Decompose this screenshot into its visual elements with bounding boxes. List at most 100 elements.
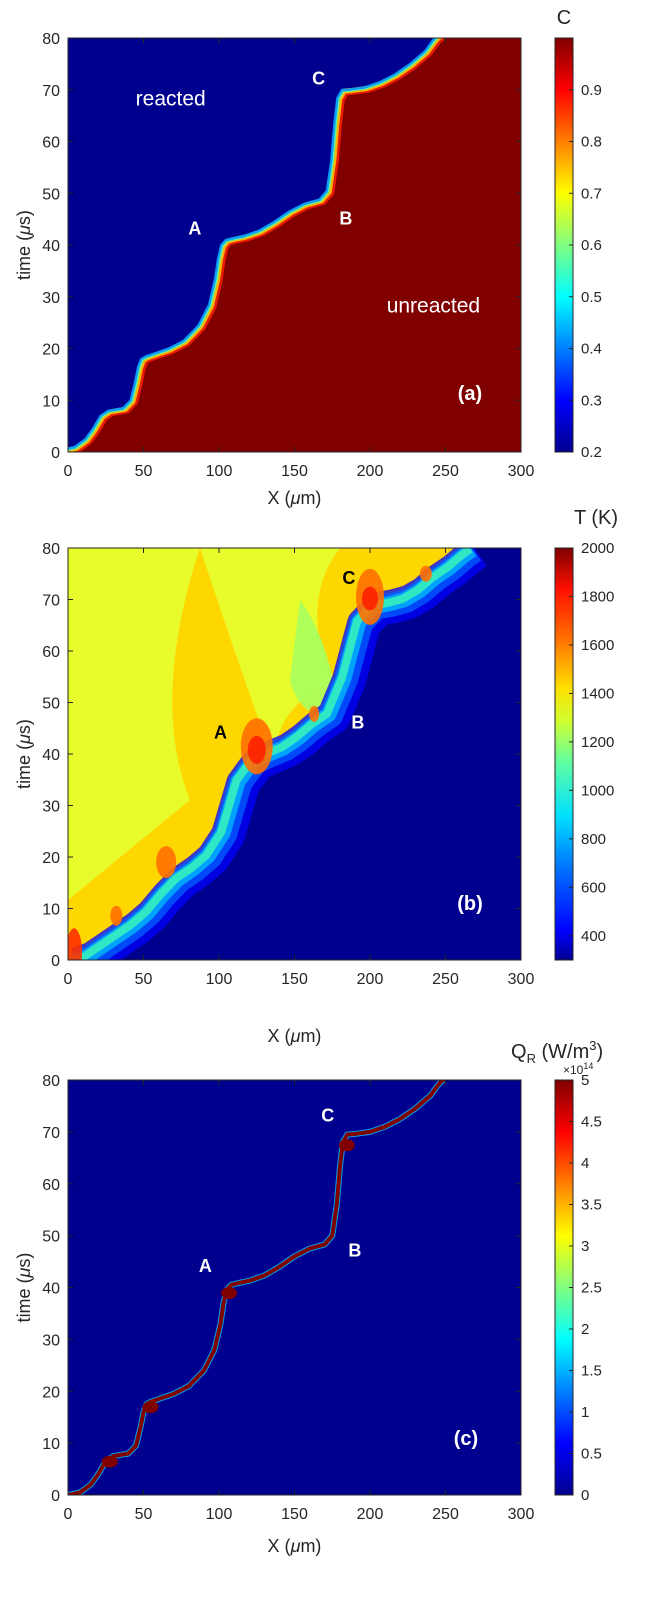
y-tick-label: 50 (42, 696, 60, 713)
x-tick-label: 50 (135, 971, 153, 988)
x-tick-label: 100 (206, 971, 233, 988)
y-tick-label: 70 (42, 83, 60, 100)
x-tick-label: 0 (64, 1506, 73, 1523)
y-tick-label: 10 (42, 393, 60, 410)
hot-blob-2 (101, 1455, 118, 1468)
panel-b: 0 50 100 150 200 250 300 0 10 20 30 40 50 60 70 80 X (μm… (14, 507, 618, 1046)
y-tick-label: 80 (42, 1073, 60, 1090)
y-tick-label: 40 (42, 1281, 60, 1298)
x-tick-label: 300 (508, 971, 535, 988)
y-tick-label: 50 (42, 186, 60, 203)
colorbar-tick-label: 600 (581, 879, 606, 896)
colorbar-tick-label: 400 (581, 928, 606, 945)
x-axis-label: X (μm) (268, 1026, 322, 1046)
annotation-A: A (188, 219, 201, 239)
colorbar-tick-label: 1.5 (581, 1363, 602, 1380)
colorbar-tick-label: 3 (581, 1238, 589, 1255)
hot-blob-0 (221, 1287, 238, 1300)
annotation-B: B (339, 208, 352, 228)
x-tick-label: 200 (357, 1506, 384, 1523)
colorbar-tick-label: 0.5 (581, 289, 602, 306)
colorbar-tick-label: 1800 (581, 588, 614, 605)
panel-label: (b) (457, 893, 483, 915)
colorbar-tick-label: 2000 (581, 540, 614, 557)
y-tick-label: 60 (42, 135, 60, 152)
gradient-band-3 (68, 548, 473, 960)
y-tick-label: 80 (42, 31, 60, 48)
hot-spot-7 (309, 705, 320, 722)
temperature-zone-1 (200, 548, 340, 780)
x-tick-label: 150 (281, 971, 308, 988)
y-axis-label: time (μs) (14, 210, 34, 280)
annotation-C: C (321, 1106, 334, 1126)
x-tick-label: 250 (432, 463, 459, 480)
annotation-A: A (199, 1256, 212, 1276)
panel-a: 0 50 100 150 200 250 300 0 10 20 30 40 50 60 70 80 X (μm… (14, 7, 602, 508)
heatmap-field (68, 1080, 521, 1495)
reaction-front (68, 1080, 446, 1495)
x-tick-label: 250 (432, 1506, 459, 1523)
annotation-reacted: reacted (136, 87, 206, 110)
x-tick-label: 150 (281, 1506, 308, 1523)
heatmap-field (68, 38, 521, 452)
x-axis-label: X (μm) (268, 488, 322, 508)
colorbar-tick-label: 0.3 (581, 392, 602, 409)
y-tick-label: 30 (42, 799, 60, 816)
colorbar-tick-label: 0.2 (581, 444, 602, 461)
y-tick-label: 70 (42, 593, 60, 610)
colorbar-tick-label: 3.5 (581, 1197, 602, 1214)
y-tick-label: 40 (42, 238, 60, 255)
annotation-C: C (342, 568, 355, 588)
y-tick-label: 30 (42, 290, 60, 307)
y-tick-label: 10 (42, 902, 60, 919)
colorbar-tick-label: 1400 (581, 685, 614, 702)
colorbar-tick-label: 2 (581, 1321, 589, 1338)
y-tick-label: 20 (42, 850, 60, 867)
x-tick-label: 100 (206, 463, 233, 480)
hot-spot-6 (110, 905, 123, 926)
x-tick-label: 100 (206, 1506, 233, 1523)
colorbar-tick-label: 1200 (581, 734, 614, 751)
colorbar-exponent: ×1014 (563, 1061, 593, 1077)
temperature-zone-0 (68, 548, 200, 900)
x-tick-label: 250 (432, 971, 459, 988)
hot-blob-1 (142, 1401, 159, 1414)
y-axis-label: time (μs) (14, 719, 34, 789)
hot-spot-1 (247, 735, 266, 764)
colorbar (554, 547, 574, 961)
colorbar-tick-label: 4.5 (581, 1114, 602, 1131)
front-band-3 (68, 38, 437, 450)
y-tick-label: 10 (42, 1436, 60, 1453)
x-tick-label: 0 (64, 463, 73, 480)
annotation-unreacted: unreacted (387, 294, 480, 317)
annotation-C: C (312, 69, 325, 89)
colorbar-tick-label: 0.8 (581, 134, 602, 151)
hot-spot-5 (68, 928, 83, 960)
hot-blob-3 (338, 1139, 355, 1152)
colorbar-tick-label: 0.7 (581, 185, 602, 202)
y-tick-label: 20 (42, 1384, 60, 1401)
y-tick-label: 0 (51, 953, 60, 970)
colorbar-tick-label: 1600 (581, 637, 614, 654)
colorbar-title: C (557, 7, 571, 29)
colorbar-tick-label: 5 (581, 1072, 589, 1089)
x-tick-label: 300 (508, 463, 535, 480)
hot-spot-8 (419, 565, 432, 582)
y-tick-label: 60 (42, 1177, 60, 1194)
colorbar-tick-label: 0.5 (581, 1446, 602, 1463)
y-tick-label: 20 (42, 342, 60, 359)
annotation-B: B (348, 1240, 361, 1260)
colorbar-title: T (K) (574, 507, 618, 529)
x-tick-label: 50 (135, 463, 153, 480)
colorbar-tick-label: 1000 (581, 782, 614, 799)
colorbar-tick-label: 2.5 (581, 1280, 602, 1297)
colorbar-title: QR (W/m3) (511, 1038, 603, 1066)
x-tick-label: 150 (281, 463, 308, 480)
hot-spot-3 (362, 586, 378, 611)
colorbar-tick-label: 0 (581, 1487, 589, 1504)
y-tick-label: 60 (42, 644, 60, 661)
colorbar-tick-label: 800 (581, 831, 606, 848)
y-tick-label: 0 (51, 1488, 60, 1505)
colorbar-tick-label: 0.4 (581, 341, 602, 358)
